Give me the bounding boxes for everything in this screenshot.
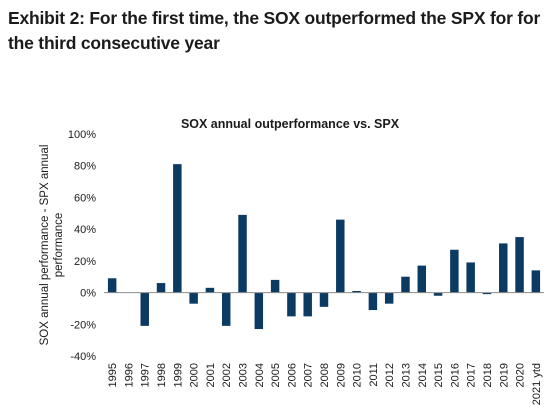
bar-2014 <box>417 265 427 293</box>
x-tick-label: 1997 <box>140 363 152 387</box>
y-tick-label: -40% <box>70 351 96 363</box>
bar-2015 <box>433 292 443 296</box>
y-axis-label-line-1: SOX annual performance - SPX annual <box>39 145 51 346</box>
exhibit-title-line-2: the third consecutive year <box>8 33 220 53</box>
bar-2009 <box>336 219 345 293</box>
x-tick-label: 2003 <box>238 363 250 387</box>
bar-2019 <box>499 243 508 293</box>
bar-2011 <box>368 292 378 311</box>
x-tick-label: 2002 <box>221 363 233 387</box>
exhibit-title: Exhibit 2: For the first time, the SOX o… <box>8 6 548 56</box>
x-tick-label: 2014 <box>417 363 429 387</box>
x-tick-label: 2021 ytd <box>531 363 543 405</box>
bar-2003 <box>238 214 247 293</box>
x-tick-label: 2015 <box>433 363 445 387</box>
x-tick-label: 2009 <box>335 363 347 387</box>
bar-2004 <box>254 292 264 330</box>
bar-1995 <box>107 278 117 293</box>
x-tick-label: 2016 <box>449 363 461 387</box>
y-tick-label: -20% <box>70 319 96 331</box>
x-tick-label: 2012 <box>384 363 396 387</box>
y-tick-label: 80% <box>74 161 96 173</box>
bar-2013 <box>401 276 410 293</box>
x-tick-label: 2011 <box>368 363 380 387</box>
bar-2001 <box>205 287 215 293</box>
bars <box>107 164 541 330</box>
bar-2012 <box>384 292 394 304</box>
bar-2021-ytd <box>531 270 541 293</box>
bar-2016 <box>450 249 459 293</box>
bar-1999 <box>173 164 182 293</box>
y-tick-label: 0% <box>80 288 96 300</box>
bar-2002 <box>221 292 231 326</box>
x-tick-label: 1995 <box>107 363 119 387</box>
bar-2005 <box>270 279 280 293</box>
x-tick-label: 2005 <box>270 363 282 387</box>
x-tick-label: 1999 <box>172 363 184 387</box>
x-tick-label: 2020 <box>515 363 527 387</box>
x-axis-ticks: 1995 1996 1997 1998 1999 2000 2001 2002 2003 2004… <box>107 363 543 405</box>
x-tick-label: 2010 <box>352 363 364 387</box>
y-axis-label: SOX annual performance - SPX annual perf… <box>39 145 65 346</box>
x-tick-label: 1996 <box>123 363 135 387</box>
y-tick-label: 20% <box>74 256 96 268</box>
bar-1998 <box>156 283 166 293</box>
x-tick-label: 2007 <box>303 363 315 387</box>
bar-2007 <box>303 292 312 317</box>
bar-2017 <box>466 262 475 293</box>
y-tick-label: 100% <box>68 129 96 141</box>
y-tick-label: 40% <box>74 224 96 236</box>
x-tick-label: 2001 <box>205 363 217 387</box>
x-tick-label: 2018 <box>482 363 494 387</box>
x-tick-label: 2019 <box>498 363 510 387</box>
x-tick-label: 2000 <box>189 363 201 387</box>
x-tick-label: 2006 <box>286 363 298 387</box>
x-tick-label: 2013 <box>400 363 412 387</box>
bar-2006 <box>287 292 296 317</box>
bar-2020 <box>515 237 524 293</box>
chart-title: SOX annual outperformance vs. SPX <box>181 117 400 131</box>
x-tick-label: 2008 <box>319 363 331 387</box>
x-tick-label: 2004 <box>254 363 266 387</box>
exhibit-title-line-1: Exhibit 2: For the first time, the SOX o… <box>8 8 541 28</box>
bar-2010 <box>352 290 361 293</box>
y-axis-ticks: 100% 80% 60% 40% 20% 0% -20% -40% <box>68 129 96 363</box>
bar-2000 <box>189 292 198 304</box>
x-tick-label: 1998 <box>156 363 168 387</box>
y-tick-label: 60% <box>74 192 96 204</box>
bar-2018 <box>482 292 492 295</box>
bar-2008 <box>319 292 329 307</box>
x-tick-label: 2017 <box>466 363 478 387</box>
y-axis-label-line-2: performance <box>53 213 65 278</box>
bar-1997 <box>140 292 149 326</box>
